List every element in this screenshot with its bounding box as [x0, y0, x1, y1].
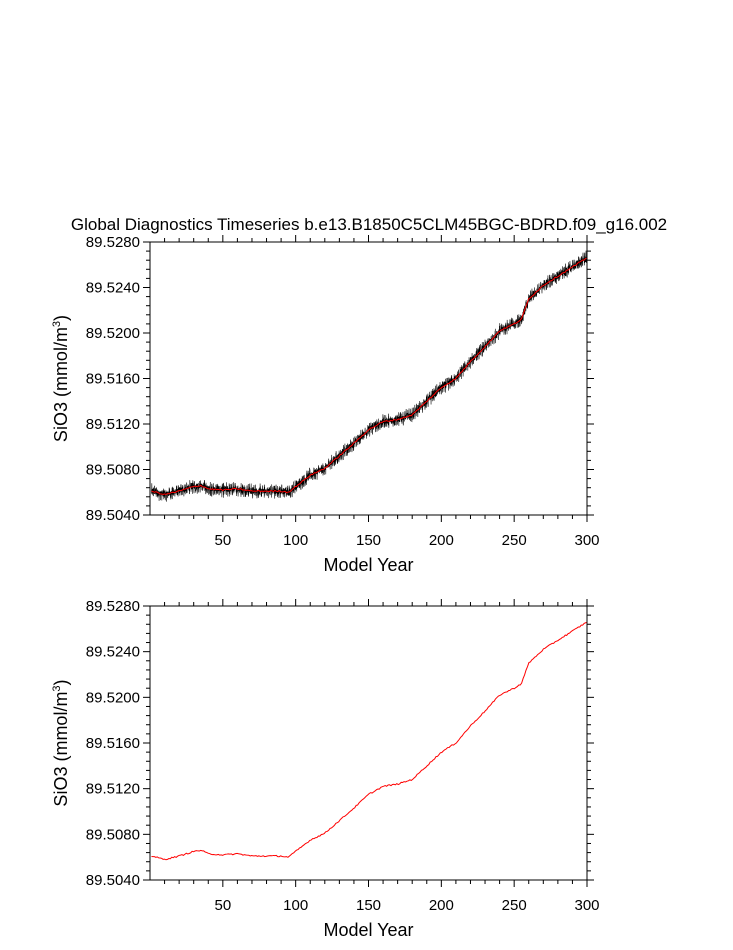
x-tick-label: 300: [574, 897, 599, 914]
x-tick-label: 300: [574, 532, 599, 549]
y-tick-label: 89.5160: [86, 371, 140, 388]
monthly-series-line: [151, 250, 587, 502]
y-axis-label: SiO3 (mmol/m3): [51, 679, 71, 806]
x-tick-label: 150: [356, 532, 381, 549]
y-tick-label: 89.5240: [86, 644, 140, 661]
x-axis-label: Model Year: [323, 920, 413, 940]
y-tick-label: 89.5280: [86, 598, 140, 615]
x-tick-label: 250: [502, 897, 527, 914]
x-axis-label: Model Year: [323, 555, 413, 575]
x-tick-label: 200: [429, 897, 454, 914]
y-tick-label: 89.5040: [86, 872, 140, 889]
x-tick-label: 50: [214, 532, 231, 549]
y-tick-label: 89.5120: [86, 416, 140, 433]
x-tick-label: 50: [214, 897, 231, 914]
plot-frame: [149, 605, 588, 881]
x-tick-label: 250: [502, 532, 527, 549]
chart-title: Global Diagnostics Timeseries b.e13.B185…: [71, 215, 667, 234]
y-tick-label: 89.5280: [86, 234, 140, 251]
x-tick-label: 150: [356, 897, 381, 914]
plot-frame: [149, 241, 588, 516]
x-tick-label: 100: [283, 532, 308, 549]
annual-series-line: [151, 621, 587, 861]
y-tick-label: 89.5240: [86, 280, 140, 297]
y-axis-label: SiO3 (mmol/m3): [51, 315, 71, 442]
y-tick-label: 89.5120: [86, 781, 140, 798]
y-tick-label: 89.5200: [86, 325, 140, 342]
bottom-panel: 50 100 150 200 250 300 89.5040 89.5080 89.5120 89…: [51, 598, 600, 940]
plot-area: [151, 250, 587, 502]
y-tick-label: 89.5160: [86, 735, 140, 752]
y-tick-label: 89.5040: [86, 507, 140, 524]
x-tick-label: 100: [283, 897, 308, 914]
y-tick-label: 89.5080: [86, 826, 140, 843]
y-tick-label: 89.5200: [86, 689, 140, 706]
plot-area: [151, 621, 587, 861]
annual-series-line: [151, 257, 587, 496]
y-tick-label: 89.5080: [86, 462, 140, 479]
x-tick-label: 200: [429, 532, 454, 549]
top-panel: 50 100 150 200 250 300 89.5040 89.5080 89.5120 89…: [51, 234, 600, 575]
